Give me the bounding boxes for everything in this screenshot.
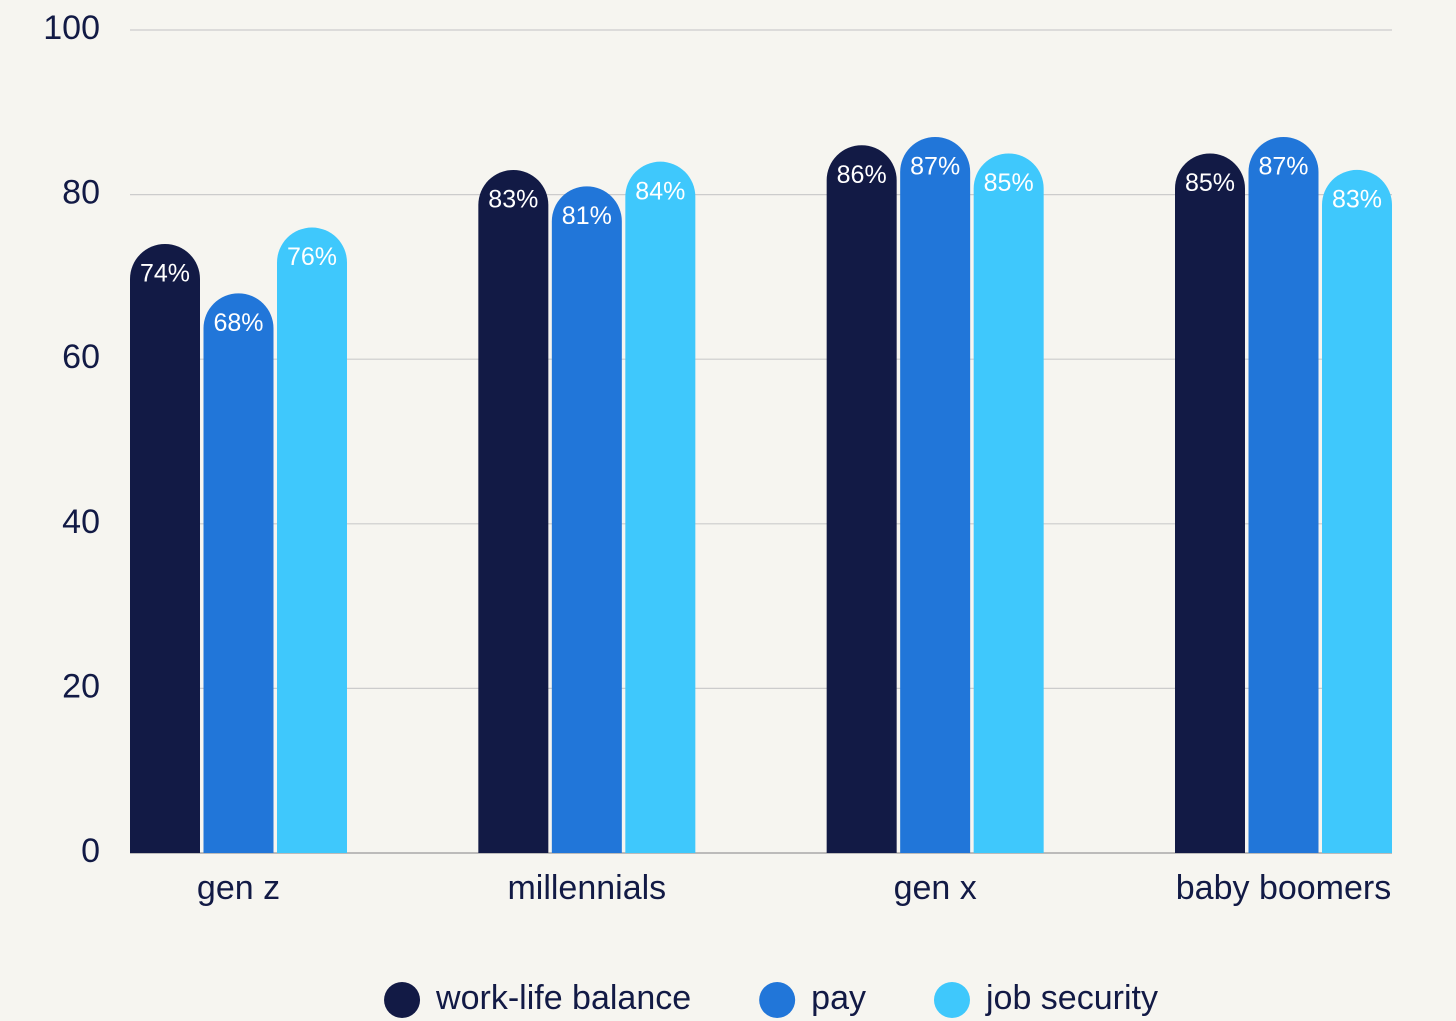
y-tick-label: 20: [62, 667, 100, 705]
legend-marker: [384, 982, 421, 1018]
value-label: 74%: [140, 260, 190, 288]
legend-label: pay: [811, 979, 866, 1017]
y-tick-label: 60: [62, 338, 100, 376]
bar: [826, 145, 897, 854]
bar: [277, 227, 347, 853]
value-label: 84%: [635, 177, 685, 205]
legend-label: job security: [985, 979, 1158, 1017]
legend-marker: [759, 982, 796, 1018]
y-tick-label: 80: [62, 174, 100, 212]
bar: [551, 186, 622, 854]
y-tick-label: 40: [62, 503, 100, 541]
value-label: 85%: [984, 169, 1034, 197]
bar: [478, 169, 549, 853]
x-tick-label: baby boomers: [1176, 869, 1391, 907]
value-label: 87%: [1258, 153, 1308, 181]
value-label: 85%: [1185, 169, 1235, 197]
y-tick-label: 0: [81, 832, 100, 870]
bar: [1248, 136, 1319, 854]
bar: [1322, 169, 1392, 853]
value-label: 83%: [1332, 186, 1382, 214]
bar: [900, 136, 971, 854]
legend-marker: [933, 982, 970, 1018]
value-label: 76%: [287, 243, 337, 271]
bar: [130, 243, 200, 854]
bar: [973, 153, 1044, 854]
x-tick-label: millennials: [507, 869, 666, 907]
bar: [203, 293, 274, 853]
legend-label: work-life balance: [435, 979, 691, 1017]
y-tick-label: 100: [43, 9, 100, 47]
x-tick-label: gen z: [197, 869, 280, 907]
value-label: 83%: [488, 186, 538, 214]
value-label: 68%: [213, 309, 263, 337]
x-tick-label: gen x: [894, 869, 977, 907]
value-label: 81%: [562, 202, 612, 230]
bar: [625, 161, 696, 853]
bar: [1175, 153, 1245, 853]
value-label: 86%: [837, 161, 887, 189]
value-label: 87%: [910, 153, 960, 181]
